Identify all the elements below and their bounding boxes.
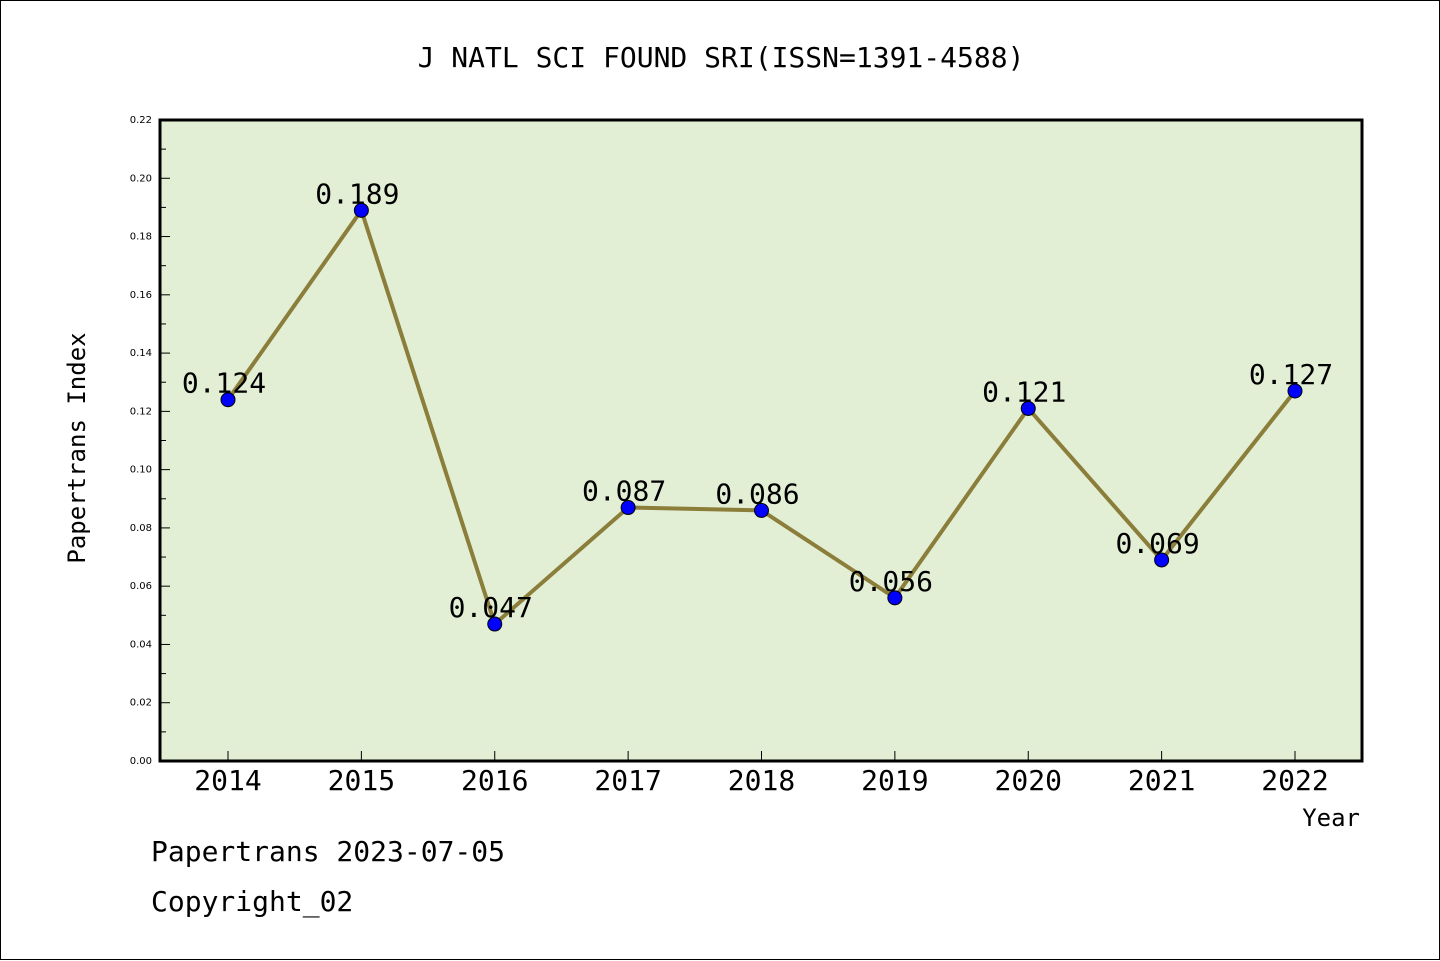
- x-tick-label: 2022: [1261, 764, 1328, 797]
- y-tick-label: 0.22: [130, 115, 152, 126]
- y-tick-label: 0.04: [130, 639, 152, 650]
- y-tick-label: 0.02: [130, 698, 152, 709]
- data-point: [487, 616, 503, 632]
- x-tick-label: 2021: [1128, 764, 1195, 797]
- data-point: [1020, 400, 1036, 416]
- footer-date: Papertrans 2023-07-05: [151, 835, 506, 868]
- y-tick-label: 0.18: [130, 232, 152, 243]
- y-axis: 0.00 0.02 0.04 0.06 0.08 0.10 0.12 0.14 0.16 0.18…: [130, 115, 170, 767]
- data-point: [1287, 383, 1303, 399]
- data-point: [353, 202, 369, 218]
- data-label: 0.127: [1249, 358, 1333, 391]
- data-point: [220, 392, 236, 408]
- data-label: 0.087: [582, 475, 666, 508]
- y-tick-label: 0.06: [130, 581, 152, 592]
- y-tick-label: 0.20: [130, 173, 152, 184]
- chart-title: J NATL SCI FOUND SRI(ISSN=1391-4588): [418, 41, 1025, 74]
- x-tick-label: 2019: [861, 764, 928, 797]
- y-tick-label: 0.00: [130, 756, 152, 767]
- x-tick-label: 2017: [594, 764, 661, 797]
- y-tick-label: 0.16: [130, 290, 152, 301]
- data-point: [1154, 552, 1170, 568]
- x-axis-label: Year: [1302, 804, 1360, 832]
- data-label: 0.121: [982, 375, 1066, 408]
- x-tick-label: 2020: [995, 764, 1062, 797]
- data-label: 0.069: [1115, 527, 1199, 560]
- data-label: 0.124: [182, 367, 266, 400]
- x-tick-label: 2015: [328, 764, 395, 797]
- x-tick-label: 2016: [461, 764, 528, 797]
- data-series: 0.124 0.189 0.047 0.087 0.086 0.056 0.121 0.069…: [182, 177, 1333, 632]
- x-tick-label: 2014: [194, 764, 261, 797]
- y-tick-label: 0.14: [130, 348, 152, 359]
- data-point: [887, 590, 903, 606]
- footer-copyright: Copyright_02: [151, 885, 354, 918]
- data-point: [754, 502, 769, 518]
- x-tick-label: 2018: [728, 764, 795, 797]
- y-tick-label: 0.08: [130, 523, 152, 534]
- data-point: [620, 500, 636, 516]
- data-label: 0.086: [715, 477, 799, 510]
- y-axis-label: Papertrans Index: [63, 332, 91, 563]
- x-axis: 2014 2015 2016 2017 2018 2019 2020 2021 2022: [194, 751, 1329, 797]
- data-label: 0.056: [849, 565, 933, 598]
- y-tick-label: 0.10: [130, 465, 152, 476]
- plot-area: [158, 118, 1364, 763]
- y-tick-label: 0.12: [130, 406, 152, 417]
- data-label: 0.047: [449, 591, 533, 624]
- data-label: 0.189: [315, 177, 399, 210]
